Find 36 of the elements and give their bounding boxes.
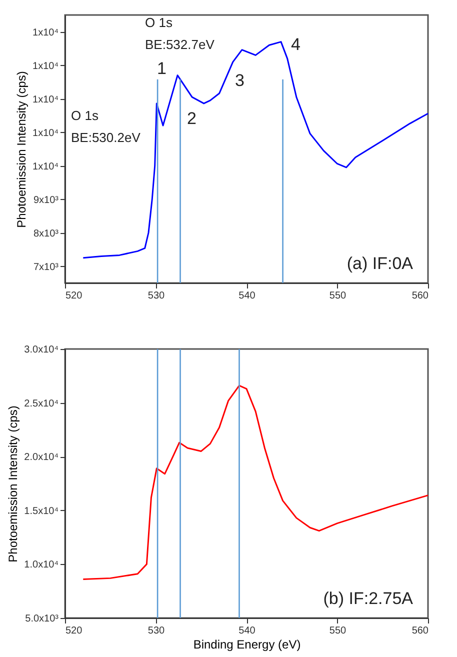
y-tick-label: 5.0x10³ bbox=[25, 614, 60, 624]
y-axis-title: Photoemission Intensity (cps) bbox=[6, 406, 20, 562]
x-tick-label: 550 bbox=[329, 290, 347, 302]
annotation: 4 bbox=[291, 35, 300, 54]
x-tick-label: 530 bbox=[148, 290, 166, 302]
y-tick-label: 1.5x10⁴ bbox=[24, 506, 58, 517]
y-tick-label: 7x10³ bbox=[33, 262, 60, 273]
annotation: (b) IF:2.75A bbox=[323, 589, 414, 608]
y-axis-title: Photoemission Intensity (cps) bbox=[14, 71, 29, 228]
x-tick-label: 520 bbox=[66, 626, 83, 636]
x-axis-title: Binding Energy (eV) bbox=[193, 638, 301, 652]
line-series bbox=[82, 384, 429, 580]
annotation: 1 bbox=[157, 59, 166, 78]
y-tick-label: 2.0x10⁴ bbox=[24, 452, 58, 464]
x-tick-label: 530 bbox=[148, 626, 166, 636]
annotation: 2 bbox=[187, 109, 196, 128]
annotation: O 1s BE:532.7eV bbox=[145, 15, 215, 52]
annotation: (a) IF:0A bbox=[346, 254, 414, 273]
y-tick-label: 1x10⁴ bbox=[32, 161, 58, 172]
x-tick-label: 560 bbox=[412, 626, 429, 636]
y-tick-label: 1.0x10⁴ bbox=[24, 560, 58, 571]
y-tick-label: 8x10³ bbox=[33, 228, 60, 240]
x-tick-label: 540 bbox=[238, 290, 256, 302]
annotation: 3 bbox=[235, 71, 244, 90]
x-tick-label: 520 bbox=[66, 290, 83, 302]
y-tick-label: 1x10⁴ bbox=[32, 94, 58, 106]
y-tick-label: 1x10⁴ bbox=[32, 60, 58, 72]
x-tick-label: 560 bbox=[412, 290, 429, 302]
x-tick-label: 540 bbox=[238, 626, 256, 636]
annotation: O 1s BE:530.2eV bbox=[71, 108, 141, 145]
x-tick-label: 550 bbox=[329, 626, 347, 636]
y-tick-label: 3.0x10⁴ bbox=[24, 344, 58, 356]
y-tick-label: 2.5x10⁴ bbox=[24, 398, 58, 410]
y-tick-label: 1x10⁴ bbox=[32, 128, 58, 139]
y-tick-label: 9x10³ bbox=[33, 194, 60, 206]
y-tick-label: 1x10⁴ bbox=[32, 27, 58, 38]
